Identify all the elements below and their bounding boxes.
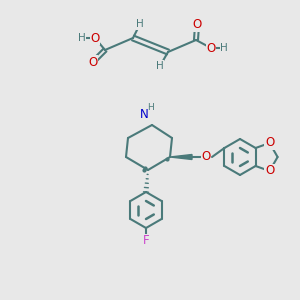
Text: N: N [140,109,148,122]
Text: H: H [220,43,228,53]
Text: O: O [201,151,211,164]
Text: H: H [147,103,153,112]
Text: O: O [88,56,98,68]
Text: O: O [206,41,216,55]
Text: H: H [156,61,164,71]
Text: F: F [143,235,149,248]
Text: H: H [78,33,86,43]
Text: H: H [136,19,144,29]
Text: O: O [192,19,202,32]
Text: O: O [265,136,274,149]
Polygon shape [170,154,192,160]
Text: O: O [90,32,100,44]
Text: O: O [265,164,274,178]
